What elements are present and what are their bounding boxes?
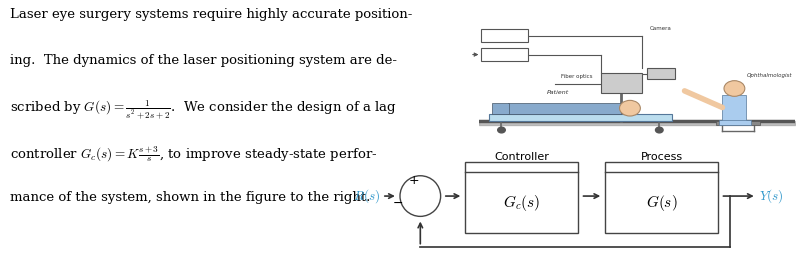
Bar (492, 103, 510, 114)
Bar (466, 162, 578, 233)
Bar (481, 48, 528, 61)
Text: Argon laser: Argon laser (489, 52, 520, 57)
Bar (719, 120, 751, 125)
Text: +: + (409, 174, 419, 187)
Text: $R(s)$: $R(s)$ (352, 187, 380, 205)
Text: $-$: $-$ (392, 196, 403, 209)
Bar (601, 73, 642, 93)
Text: ing.  The dynamics of the laser positioning system are de-: ing. The dynamics of the laser positioni… (10, 54, 396, 67)
Text: Laser eye surgery systems require highly accurate position-: Laser eye surgery systems require highly… (10, 8, 412, 21)
Text: $G(s)$: $G(s)$ (646, 193, 678, 213)
Text: Controller: Controller (495, 152, 550, 162)
Circle shape (498, 127, 505, 133)
Bar (508, 103, 622, 114)
Text: Controller: Controller (491, 33, 518, 38)
Bar (646, 68, 675, 79)
Bar (481, 29, 528, 42)
Text: system: system (611, 81, 631, 86)
Text: controller $G_c(s) = K\frac{s+3}{s}$, to improve steady-state perfor-: controller $G_c(s) = K\frac{s+3}{s}$, to… (10, 145, 377, 164)
Text: $G_c(s)$: $G_c(s)$ (503, 193, 540, 213)
Text: Fiber optics: Fiber optics (562, 74, 593, 79)
Bar (722, 95, 746, 121)
Bar (606, 162, 718, 233)
Text: Laser: Laser (614, 74, 629, 79)
Circle shape (724, 81, 745, 96)
Text: Ophthalmologist: Ophthalmologist (747, 73, 793, 78)
Text: Process: Process (641, 152, 683, 162)
Text: mance of the system, shown in the figure to the right.: mance of the system, shown in the figure… (10, 191, 370, 204)
Bar (489, 114, 672, 121)
Text: Camera: Camera (650, 69, 672, 74)
Text: scribed by $G(s) = \frac{1}{s^2+2s+2}$.  We consider the design of a lag: scribed by $G(s) = \frac{1}{s^2+2s+2}$. … (10, 99, 396, 122)
Bar (716, 121, 761, 125)
Text: $Y(s)$: $Y(s)$ (759, 187, 784, 205)
Text: Camera: Camera (650, 26, 672, 31)
Circle shape (619, 100, 640, 116)
Text: Patient: Patient (547, 90, 570, 96)
Circle shape (655, 127, 663, 133)
